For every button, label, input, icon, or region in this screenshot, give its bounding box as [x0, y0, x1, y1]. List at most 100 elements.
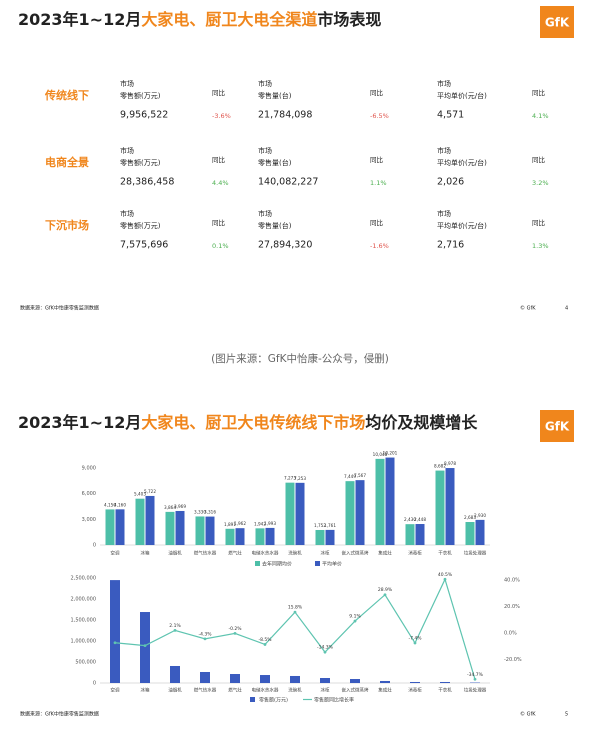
logo-box: [540, 410, 574, 442]
metric-label: 平均单价(元/台): [437, 91, 487, 100]
bar: [405, 524, 415, 545]
data-label: 8,682: [434, 464, 446, 469]
bar: [260, 675, 270, 683]
legend-swatch: [315, 561, 320, 566]
bar: [225, 528, 235, 545]
data-label: -34.7%: [467, 672, 484, 678]
metric-label: 市场: [258, 209, 272, 218]
bar: [285, 482, 295, 545]
x-tick-label: 燃气热水器: [194, 687, 217, 694]
y2-tick-label: 20.0%: [504, 604, 520, 610]
bar: [145, 495, 155, 545]
bar: [170, 665, 180, 683]
bar: [350, 679, 360, 683]
bar: [435, 470, 445, 545]
bar: [165, 511, 175, 545]
data-label: 2,930: [474, 513, 486, 518]
page-number: 4: [565, 306, 568, 312]
bar: [440, 681, 450, 683]
bar: [380, 680, 390, 683]
line-point: [233, 632, 237, 635]
metric-value: 7,575,696: [120, 240, 168, 251]
data-label: -4.3%: [198, 631, 212, 637]
metric-label: 零售额(万元): [120, 91, 161, 100]
bar: [195, 516, 205, 545]
metric-value: 4,571: [437, 110, 464, 121]
data-label: 5,403: [134, 492, 146, 497]
x-tick-label: 冰柜: [321, 550, 330, 557]
metric-label: 市场: [120, 146, 134, 155]
data-label: -7.4%: [408, 635, 422, 641]
data-label: 7,253: [294, 476, 306, 481]
data-label: 1,891: [224, 522, 236, 527]
yoy-label: 同比: [370, 88, 384, 97]
y-tick-label: 1,500,000: [71, 618, 96, 624]
y2-tick-label: 40.0%: [504, 577, 520, 583]
yoy-value: 4.1%: [532, 112, 549, 120]
source-note: 数据来源：GfK中怡康零售监测数据: [20, 305, 99, 312]
bar: [385, 457, 395, 545]
legend-label: 平均单价: [322, 561, 342, 568]
yoy-value: 3.2%: [532, 179, 549, 187]
bar: [355, 480, 365, 545]
x-tick-label: 电储水热水器: [252, 550, 279, 557]
x-tick-label: 冰箱: [141, 550, 150, 557]
metric-label: 零售额(万元): [120, 158, 161, 167]
metric-label: 市场: [437, 146, 451, 155]
data-label: 1,993: [264, 521, 276, 526]
metric-label: 零售量(台): [258, 91, 292, 100]
bar: [445, 468, 455, 545]
bar: [110, 580, 120, 683]
data-label: 5,722: [144, 489, 156, 494]
bar: [135, 498, 145, 545]
bar: [205, 516, 215, 545]
line-point: [203, 637, 207, 641]
yoy-value: 0.1%: [212, 242, 229, 250]
x-tick-label: 消毒柜: [408, 550, 422, 557]
legend-label: 零售额(万元): [259, 697, 288, 704]
y-tick-label: 500,000: [75, 660, 96, 666]
row-label: 下沉市场: [45, 218, 89, 232]
yoy-label: 同比: [212, 155, 226, 164]
title-highlight: 大家电、厨卫大电传统线下市场: [141, 413, 365, 432]
data-label: 10,048: [373, 452, 388, 457]
yoy-label: 同比: [532, 218, 546, 227]
metric-label: 市场: [437, 209, 451, 218]
x-tick-label: 垃圾处理器: [464, 687, 487, 694]
metric-label: 市场: [120, 209, 134, 218]
data-label: 1,942: [254, 521, 266, 526]
yoy-value: -6.5%: [370, 112, 389, 120]
y-tick-label: 2,000,000: [71, 597, 96, 603]
metric-value: 2,716: [437, 240, 464, 251]
x-tick-label: 干衣机: [438, 550, 452, 557]
metric-label: 市场: [437, 79, 451, 88]
data-label: 15.8%: [288, 605, 303, 611]
line-series: [114, 577, 476, 680]
logo: GfK: [545, 420, 570, 434]
data-label: 2.1%: [169, 623, 181, 629]
data-label: -0.2%: [228, 626, 242, 632]
legend-swatch: [250, 697, 255, 702]
x-tick-label: 消毒柜: [408, 687, 422, 694]
legend-swatch: [255, 561, 260, 566]
x-tick-label: 洗碗机: [288, 687, 302, 694]
data-label: 4,150: [104, 502, 116, 507]
yoy-value: 1.3%: [532, 242, 549, 250]
x-tick-label: 油烟机: [168, 687, 182, 694]
data-label: 7,567: [354, 473, 366, 478]
data-label: 7,273: [284, 476, 296, 481]
x-tick-label: 嵌入式微蒸烤: [342, 687, 369, 694]
y2-tick-label: -20.0%: [504, 657, 522, 663]
data-label: 7,449: [344, 474, 356, 479]
title-tail: 均价及规模增长: [365, 413, 478, 432]
data-label: 3,864: [164, 505, 176, 510]
yoy-label: 同比: [370, 218, 384, 227]
x-tick-label: 空调: [111, 550, 120, 557]
x-tick-label: 空调: [111, 687, 120, 694]
slide-title: 2023年1~12月大家电、厨卫大电全渠道市场表现: [18, 10, 381, 29]
x-tick-label: 冰柜: [321, 687, 330, 694]
bar: [325, 529, 335, 545]
y-tick-label: 3,000: [82, 517, 96, 523]
x-tick-label: 冰箱: [141, 687, 150, 694]
